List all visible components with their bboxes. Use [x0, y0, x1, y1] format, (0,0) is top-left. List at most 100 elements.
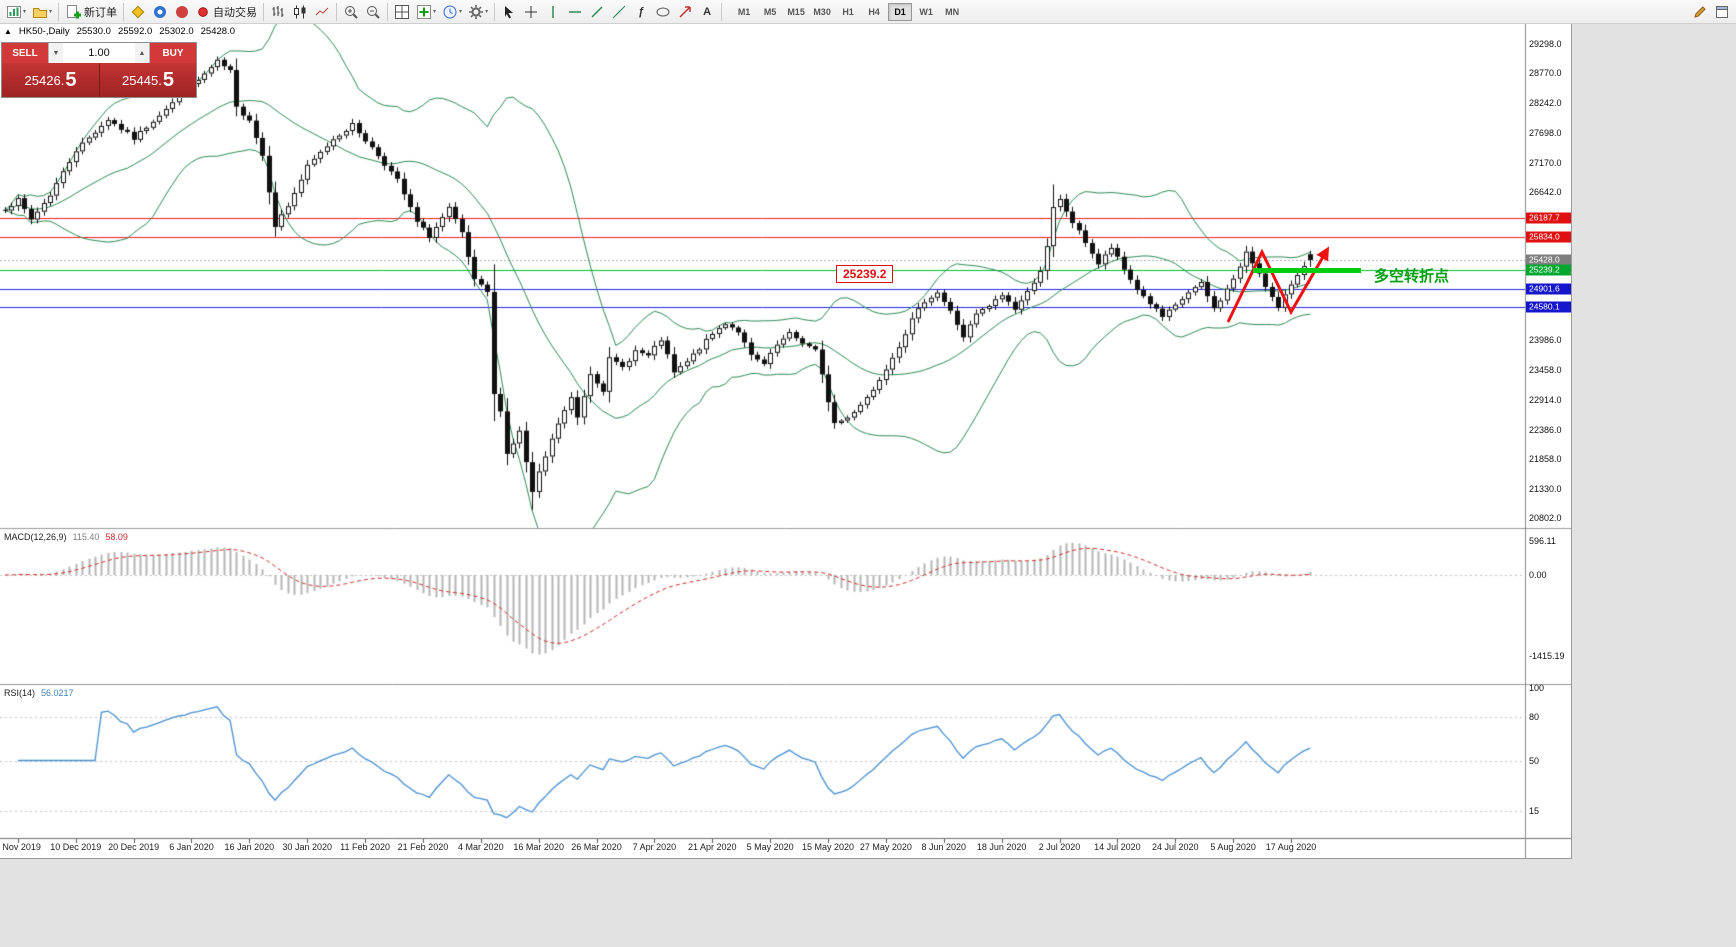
price-scale-label: 22914.0 — [1529, 395, 1562, 406]
tile-windows-button[interactable] — [391, 1, 413, 23]
price-callout-label[interactable]: 25239.2 — [836, 265, 894, 283]
price-scale-label: 27170.0 — [1529, 157, 1562, 168]
timeframe-m30-button[interactable]: M30 — [810, 3, 834, 21]
macd-scale-label: 596.11 — [1529, 535, 1556, 546]
price-scale-label: 23458.0 — [1529, 364, 1562, 375]
horizontal-line-icon — [569, 10, 582, 13]
market-icon — [154, 5, 167, 18]
periods-button[interactable]: ▾ — [439, 1, 465, 23]
price-tag: 25239.2 — [1526, 264, 1571, 276]
pivot-level-segment[interactable] — [1253, 267, 1361, 273]
volume-control: ▼ ▲ — [48, 43, 150, 63]
price-scale-label: 21858.0 — [1529, 454, 1562, 465]
price-scale-label: 28770.0 — [1529, 68, 1562, 79]
chart-canvas[interactable] — [0, 24, 1571, 858]
channel-button[interactable] — [608, 1, 630, 23]
toolbar-separator — [494, 2, 496, 21]
new-order-icon — [67, 4, 82, 18]
zoom-out-button[interactable] — [362, 1, 384, 23]
new-order-button[interactable]: 新订单 — [62, 1, 120, 23]
date-axis-label: 27 May 2020 — [859, 842, 912, 852]
arrows-button[interactable] — [674, 1, 696, 23]
fibonacci-button[interactable]: ƒ — [630, 1, 652, 23]
vertical-line-icon — [552, 5, 554, 18]
price-scale-label: 20802.0 — [1529, 513, 1562, 523]
autotrade-button[interactable]: 自动交易 — [193, 1, 260, 23]
volume-input[interactable] — [63, 43, 135, 63]
hline-button[interactable] — [564, 1, 586, 23]
rsi-name: RSI(14) — [4, 688, 36, 698]
trendline-button[interactable] — [586, 1, 608, 23]
line-chart-icon — [315, 7, 329, 15]
timeframe-m5-button[interactable]: M5 — [758, 3, 782, 21]
profiles-button[interactable]: ▾ — [29, 1, 55, 23]
rsi-value: 56.0217 — [41, 688, 74, 698]
timeframe-m1-button[interactable]: M1 — [732, 3, 756, 21]
market-button[interactable] — [149, 1, 171, 23]
ohlc-open: 25530.0 — [76, 26, 111, 37]
clock-icon — [443, 5, 457, 18]
chart-title-row: ▲ HK50-,Daily 25530.0 25592.0 25302.0 25… — [4, 26, 235, 37]
timeframe-d1-button[interactable]: D1 — [888, 2, 913, 21]
date-axis-label: 2 Jul 2020 — [1038, 842, 1081, 852]
candle-chart-button[interactable] — [289, 1, 311, 23]
timeframe-mn-button[interactable]: MN — [940, 3, 964, 21]
price-scale-column[interactable]: 29298.0 28770.0 28242.0 27698.0 27170.0 26642… — [1526, 24, 1572, 858]
timeframe-m15-button[interactable]: M15 — [784, 3, 808, 21]
buy-price-main: 25445. — [122, 72, 162, 88]
timeframe-h1-button[interactable]: H1 — [836, 3, 860, 21]
one-click-trading-panel: SELL ▼ ▲ BUY 25426.5 25445.5 — [1, 42, 197, 98]
timeframe-h4-button[interactable]: H4 — [862, 3, 886, 21]
date-axis-label: 6 Jan 2020 — [169, 842, 214, 852]
date-axis-label: 10 Dec 2019 — [50, 842, 102, 852]
date-axis-label: 7 Apr 2020 — [632, 842, 677, 852]
pivot-point-label[interactable]: 多空转折点 — [1374, 268, 1450, 285]
cursor-button[interactable] — [498, 1, 520, 23]
toolbar-separator — [721, 2, 723, 21]
timeframe-w1-button[interactable]: W1 — [914, 3, 938, 21]
date-axis[interactable]: 8 Nov 2019 10 Dec 2019 20 Dec 2019 6 Jan 20… — [0, 842, 1525, 857]
edit-button[interactable] — [1689, 1, 1711, 23]
crosshair-button[interactable] — [520, 1, 542, 23]
zoom-in-button[interactable] — [340, 1, 362, 23]
buy-button[interactable]: BUY — [150, 43, 196, 63]
line-chart-button[interactable] — [311, 1, 333, 23]
community-button[interactable] — [171, 1, 193, 23]
volume-increase-button[interactable]: ▲ — [135, 43, 149, 63]
ohlc-high: 25592.0 — [117, 26, 153, 37]
ellipse-shape-icon — [656, 7, 670, 16]
macd-signal-value: 58.09 — [105, 532, 128, 542]
macd-name: MACD(12,26,9) — [4, 532, 67, 542]
cursor-icon — [505, 5, 514, 18]
date-axis-label: 8 Jun 2020 — [921, 842, 967, 852]
sell-price-big-digit: 5 — [65, 69, 77, 91]
bar-chart-button[interactable] — [267, 1, 289, 23]
fibonacci-icon: ƒ — [638, 5, 645, 18]
trade-panel-top-row: SELL ▼ ▲ BUY — [2, 43, 196, 63]
volume-decrease-button[interactable]: ▼ — [49, 43, 63, 63]
dropdown-caret-icon: ▾ — [485, 9, 489, 15]
price-tag: 24580.1 — [1526, 301, 1571, 313]
price-tag: 25834.0 — [1526, 231, 1571, 243]
dropdown-caret-icon: ▾ — [23, 9, 27, 15]
sell-price[interactable]: 25426. 5 — [2, 63, 99, 97]
trendline-icon — [591, 5, 603, 18]
indicators-icon — [417, 4, 432, 19]
shapes-button[interactable] — [652, 1, 674, 23]
metaeditor-button[interactable] — [127, 1, 149, 23]
macd-scale-label: -1415.19 — [1529, 650, 1565, 661]
dropdown-caret-icon: ▾ — [49, 9, 53, 15]
text-button[interactable]: A — [696, 1, 718, 23]
candle-chart-icon — [294, 5, 306, 18]
vline-button[interactable] — [542, 1, 564, 23]
buy-price-big-digit: 5 — [162, 69, 174, 91]
templates-button[interactable]: ▾ — [465, 1, 491, 23]
dropdown-caret-icon: ▾ — [459, 9, 463, 15]
indicators-button[interactable]: ▾ — [413, 1, 439, 23]
macd-main-value: 115.40 — [72, 532, 100, 542]
one-click-collapse-toggle[interactable]: ▲ — [4, 27, 12, 36]
panel-toggle-button[interactable] — [1711, 1, 1733, 23]
new-chart-button[interactable]: ▾ — [3, 1, 29, 23]
buy-price[interactable]: 25445. 5 — [99, 63, 196, 97]
sell-button[interactable]: SELL — [2, 43, 48, 63]
